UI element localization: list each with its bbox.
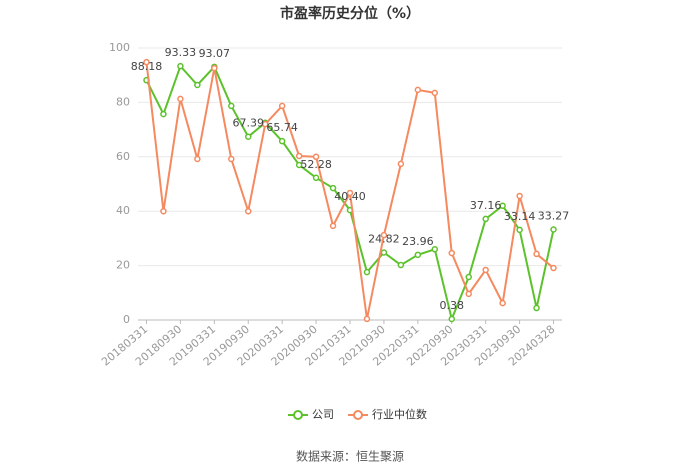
data-label: 0.38	[440, 299, 465, 312]
point	[431, 246, 439, 253]
point	[329, 222, 337, 230]
point	[482, 215, 489, 223]
data-label: 33.27	[538, 210, 570, 223]
legend-marker	[293, 410, 303, 420]
point	[380, 231, 388, 239]
point	[160, 207, 167, 215]
y-tick-label: 100	[109, 41, 130, 54]
point	[499, 299, 506, 307]
data-label: 65.74	[266, 121, 298, 134]
y-tick-label: 20	[116, 259, 130, 272]
point	[346, 189, 354, 197]
point	[329, 184, 337, 192]
chart-title: 市盈率历史分位（%）	[280, 5, 420, 22]
legend-marker	[353, 410, 363, 420]
y-tick-label: 0	[123, 313, 130, 326]
data-label: 23.96	[402, 235, 434, 248]
point	[550, 226, 557, 233]
point	[244, 133, 252, 140]
y-tick-label: 80	[116, 95, 130, 108]
point	[177, 62, 184, 70]
data-label: 40.40	[334, 190, 366, 203]
point	[431, 89, 439, 97]
point	[380, 249, 388, 256]
point	[397, 261, 405, 269]
point	[465, 290, 472, 298]
data-label: 93.07	[199, 47, 231, 60]
point	[295, 152, 303, 160]
point	[465, 273, 472, 281]
point	[211, 64, 218, 72]
point	[295, 161, 303, 169]
point	[194, 155, 201, 163]
point	[516, 226, 523, 234]
point	[312, 153, 320, 161]
point	[533, 250, 540, 258]
point	[414, 86, 422, 94]
data-label: 24.82	[368, 232, 400, 245]
point	[533, 304, 540, 312]
data-label: 37.16	[470, 199, 502, 212]
data-label: 93.33	[165, 46, 197, 59]
point	[261, 120, 269, 128]
data-label: 52.28	[300, 158, 332, 171]
point	[448, 249, 456, 257]
point	[414, 251, 422, 259]
data-label: 67.39	[232, 117, 264, 130]
point	[228, 155, 235, 163]
point	[363, 315, 371, 323]
point	[244, 207, 252, 215]
point	[499, 202, 506, 210]
point	[363, 268, 371, 276]
point	[448, 315, 456, 323]
point	[160, 110, 167, 118]
legend-label: 行业中位数	[372, 407, 427, 421]
point	[550, 264, 557, 272]
point	[312, 174, 320, 182]
source: 数据来源：恒生聚源	[296, 449, 404, 464]
point	[397, 160, 405, 168]
point	[228, 102, 235, 110]
y-tick-label: 60	[116, 150, 130, 163]
point	[278, 102, 286, 110]
point	[516, 192, 523, 200]
data-label: 33.14	[504, 210, 536, 223]
point	[143, 58, 150, 66]
point	[482, 266, 489, 274]
y-tick-label: 40	[116, 204, 130, 217]
point	[194, 81, 201, 89]
legend-label: 公司	[312, 408, 334, 421]
point	[278, 137, 286, 145]
point	[177, 95, 184, 103]
data-label: 88.18	[131, 60, 163, 73]
